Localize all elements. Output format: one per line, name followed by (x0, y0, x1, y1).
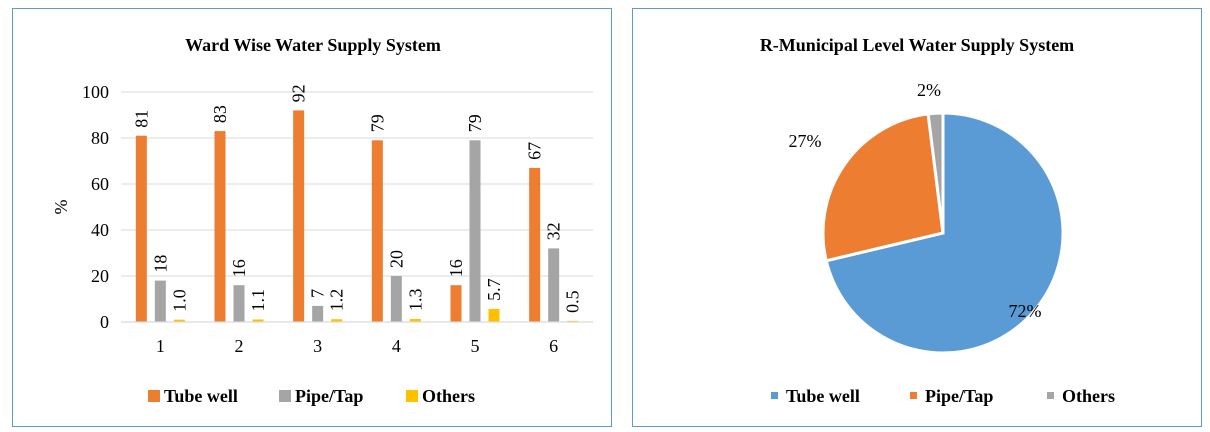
data-label: 81 (131, 110, 151, 128)
legend-swatch (148, 390, 160, 402)
x-tick-label: 4 (392, 336, 401, 356)
bar (488, 308, 500, 322)
bar-chart: Ward Wise Water Supply System 81 18 1.0 83 1… (51, 35, 593, 406)
legend-swatch (1047, 392, 1054, 399)
y-axis-label: % (51, 200, 71, 215)
data-label: 1.3 (405, 289, 425, 312)
bar (390, 276, 402, 322)
data-label: 18 (150, 255, 170, 273)
data-label: 79 (465, 114, 485, 132)
bar (409, 319, 421, 322)
data-label: 7 (308, 289, 328, 298)
legend-label: Pipe/Tap (295, 386, 363, 406)
y-tick-label: 40 (91, 220, 109, 240)
bar (173, 319, 185, 322)
data-label: 32 (544, 222, 564, 240)
y-tick-label: 80 (91, 128, 109, 148)
data-label: 16 (446, 259, 466, 277)
data-label: 1.1 (248, 289, 268, 312)
bar-chart-panel: Ward Wise Water Supply System 81 18 1.0 83 1… (12, 8, 612, 427)
data-label: 16 (229, 259, 249, 277)
x-tick-label: 1 (156, 336, 165, 356)
bar-chart-title: Ward Wise Water Supply System (185, 35, 441, 55)
slice-label: 2% (917, 80, 941, 100)
x-tick-label: 5 (471, 336, 480, 356)
pie-chart-panel: R-Municipal Level Water Supply System 72… (632, 8, 1202, 427)
bar (214, 131, 226, 322)
bar (450, 285, 462, 322)
slice-label: 27% (789, 131, 822, 151)
bar (233, 285, 245, 322)
y-tick-label: 100 (82, 82, 109, 102)
legend-label: Tube well (164, 386, 238, 406)
legend-swatch (910, 392, 917, 399)
legend-swatch (279, 390, 291, 402)
bar (293, 110, 305, 323)
legend-label: Others (1062, 386, 1115, 406)
bar (331, 319, 343, 322)
bar (529, 167, 541, 322)
data-label: 92 (289, 84, 309, 102)
data-label: 20 (386, 250, 406, 268)
pie-slice (821, 112, 945, 263)
data-label: 0.5 (563, 290, 583, 313)
data-label: 79 (367, 114, 387, 132)
data-label: 1.0 (169, 289, 189, 312)
bar (154, 280, 166, 322)
data-label: 83 (210, 105, 230, 123)
bar (548, 248, 560, 322)
y-tick-label: 60 (91, 174, 109, 194)
data-label: 1.2 (327, 289, 347, 312)
legend-swatch (406, 390, 418, 402)
pie-slice (824, 111, 1065, 355)
y-tick-label: 0 (100, 312, 109, 332)
bar (469, 140, 481, 322)
x-tick-label: 6 (549, 336, 558, 356)
bar (371, 140, 383, 322)
legend-swatch (771, 392, 778, 399)
slice-label: 72% (1009, 301, 1042, 321)
x-tick-label: 2 (235, 336, 244, 356)
x-tick-label: 3 (313, 336, 322, 356)
y-tick-label: 20 (91, 266, 109, 286)
pie-chart-title: R-Municipal Level Water Supply System (760, 35, 1074, 55)
bar (252, 319, 264, 322)
pie-slice (926, 111, 945, 234)
data-label: 67 (525, 142, 545, 160)
bar (312, 305, 324, 322)
legend-label: Others (422, 386, 475, 406)
legend-label: Tube well (786, 386, 860, 406)
legend-label: Pipe/Tap (925, 386, 993, 406)
data-label: 5.7 (484, 278, 504, 301)
pie-chart: R-Municipal Level Water Supply System 72… (760, 35, 1115, 406)
bar (135, 135, 147, 322)
